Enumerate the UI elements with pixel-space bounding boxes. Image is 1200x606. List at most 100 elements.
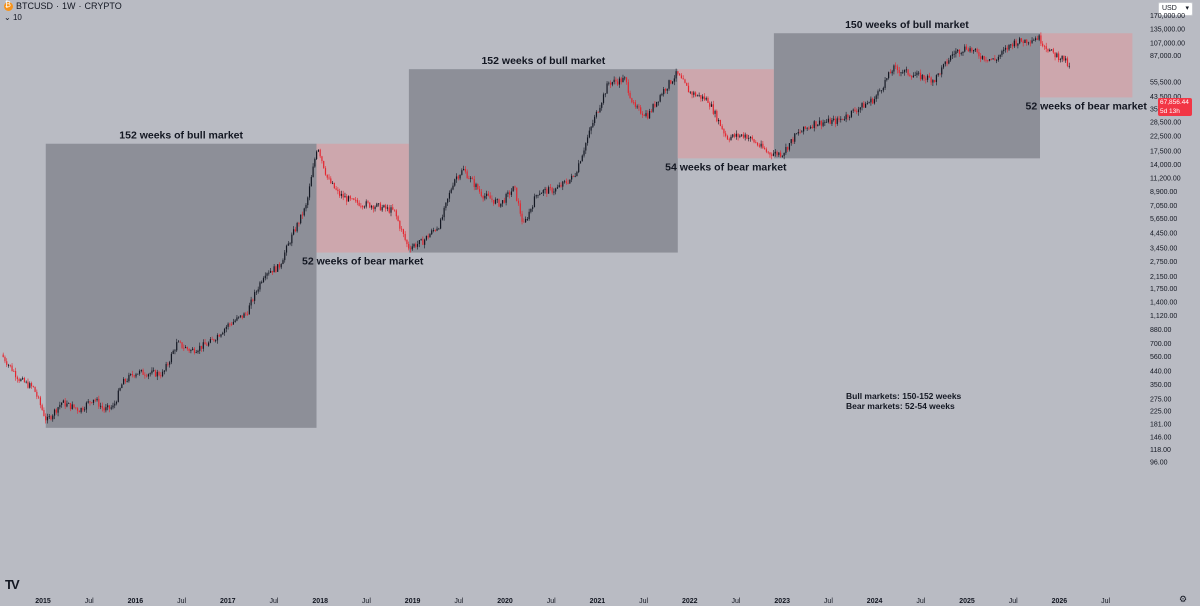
candle-body [323,160,325,169]
candle-body [107,405,109,408]
y-tick-label: 4,450.00 [1150,230,1177,237]
candle-body [893,65,895,72]
x-tick-label: Jul [639,598,648,605]
candle-body [1020,38,1023,42]
tradingview-logo[interactable]: TV [5,577,20,592]
candle-body [719,119,721,127]
candle-body [949,55,952,61]
candle-body [478,189,481,192]
candle-body [450,189,452,193]
candle-body [1011,44,1014,47]
y-tick-label: 96.00 [1150,459,1168,466]
candle-body [133,375,135,377]
candle-body [287,243,289,246]
bar-countdown: 5d 13h [1160,107,1180,115]
bear-zone [1039,33,1133,98]
candle-body [542,190,544,194]
indicator-row[interactable]: ⌄ 10 [4,13,22,22]
y-tick-label: 22,500.00 [1150,134,1181,141]
candle-body [179,341,181,343]
symbol-label[interactable]: BTCUSD [16,1,54,11]
candle-body [418,240,420,245]
candle-body [399,220,401,229]
x-axis: 2015 Jul 2016 Jul 2017 Jul 2018 Jul 2019 Jul 2020 J… [35,598,1110,605]
candle-body [114,403,116,406]
candle-body [926,75,929,80]
candle-body [718,119,720,122]
candle-body [466,171,468,179]
candle-body [811,126,814,128]
y-tick-label: 560.00 [1150,354,1172,361]
candle-body [431,230,433,235]
candle-body [188,349,190,352]
candle-body [951,54,953,56]
candle-body [4,357,6,362]
gear-icon[interactable]: ⚙ [1179,594,1188,604]
candle-body [776,151,778,155]
x-tick-label: 2015 [35,598,51,605]
candle-body [269,270,272,273]
y-tick-label: 880.00 [1150,327,1172,334]
candle-body [682,78,684,80]
candle-body [978,52,980,57]
candle-body [339,191,341,196]
y-tick-label: 14,000.00 [1150,162,1181,169]
candle-body [192,348,194,351]
candle-body [606,83,608,94]
candle-body [870,98,872,103]
candle-body [84,409,86,411]
candle-body [91,402,93,404]
candle-body [771,154,773,156]
candle-body [845,114,847,120]
bear-zone [316,143,409,253]
candle-body [76,408,79,411]
candle-body [863,103,865,108]
candle-body [378,203,380,205]
candle-body [282,260,284,265]
candle-body [1059,59,1061,61]
candle-body [457,176,459,179]
candle-body [1022,41,1024,43]
candle-body [726,135,729,140]
candle-body [544,188,546,191]
candle-body [7,364,10,366]
candle-body [96,398,98,401]
candle-body [868,102,870,104]
x-tick-label: Jul [270,598,279,605]
candle-body [436,228,438,231]
candle-body [507,192,509,194]
candle-body [496,199,498,201]
candle-body [572,175,575,177]
candle-body [762,143,764,148]
last-price-badge: 67,856.44 5d 13h [1158,98,1192,116]
candle-body [829,118,831,124]
candle-body [576,172,578,177]
candle-body [487,193,490,196]
candle-body [1045,46,1047,50]
candle-body [501,200,504,204]
candle-body [208,342,210,346]
candle-body [416,244,419,247]
candle-body [702,96,704,99]
interval-label[interactable]: 1W [62,1,76,11]
candle-body [135,374,137,377]
candle-body [227,323,229,327]
candle-body [71,404,73,410]
candle-body [337,189,339,192]
y-tick-label: 5,650.00 [1150,216,1177,223]
candle-body [280,264,282,268]
candle-body [783,152,785,156]
x-tick-label: Jul [824,598,833,605]
candle-body [567,182,569,184]
candle-body [638,106,640,108]
candle-body [331,182,334,184]
candle-body [471,177,474,180]
candle-body [422,239,424,245]
candle-body [491,198,493,200]
candle-body [461,170,463,175]
candle-body [448,192,451,199]
currency-select[interactable]: USD [1158,2,1193,16]
chevron-down-icon[interactable]: ⌄ [4,13,11,22]
candle-body [388,207,390,213]
